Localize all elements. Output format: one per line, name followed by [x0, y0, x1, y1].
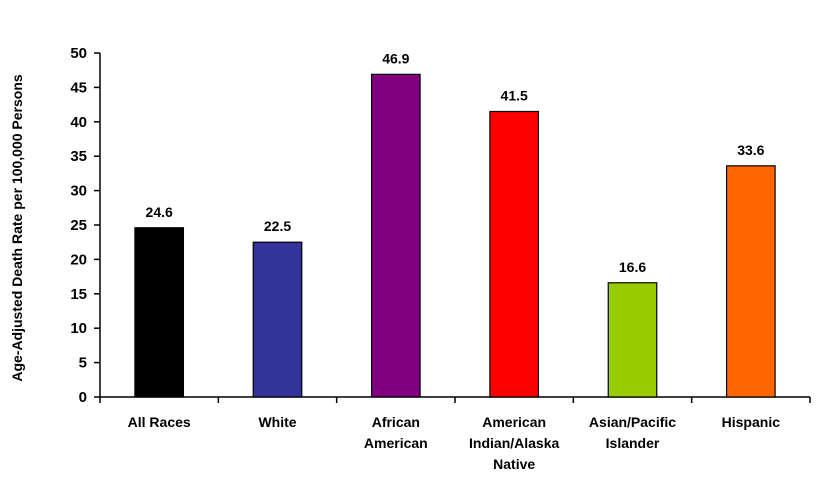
y-tick-label: 10 [70, 320, 87, 337]
category-label: American Indian/Alaska Native [469, 414, 559, 472]
y-tick-label: 20 [70, 251, 87, 268]
y-tick-label: 30 [70, 183, 87, 200]
y-tick-label: 50 [70, 45, 87, 62]
category-label: White [258, 414, 296, 430]
category-label: African American [364, 414, 428, 451]
data-label: 16.6 [619, 259, 646, 275]
y-tick-label: 25 [70, 217, 87, 234]
category-label: Asian/Pacific Islander [589, 414, 676, 451]
y-tick-label: 15 [70, 286, 87, 303]
y-tick-label: 35 [70, 148, 87, 165]
bar [134, 227, 185, 398]
y-tick-label: 45 [70, 79, 87, 96]
bar [607, 282, 658, 398]
category-label: All Races [128, 414, 191, 430]
bars [134, 73, 776, 398]
data-labels: 24.6 22.5 46.9 41.5 16.6 33.6 [146, 50, 765, 274]
data-label: 22.5 [264, 218, 291, 234]
category-label: Hispanic [722, 414, 781, 430]
data-label: 41.5 [501, 87, 528, 103]
y-tick-label: 40 [70, 114, 87, 131]
data-label: 33.6 [737, 142, 764, 158]
bar [252, 241, 303, 398]
data-label: 46.9 [382, 50, 409, 66]
category-labels: All Races White African American American Ind… [128, 414, 781, 472]
bar [489, 110, 540, 398]
data-label: 24.6 [146, 204, 173, 220]
y-axis: 0 5 10 15 20 25 30 35 40 45 50 [70, 45, 101, 406]
bar [725, 165, 776, 398]
y-tick-label: 0 [79, 389, 87, 406]
y-axis-title-group: Age-Adjusted Death Rate per 100,000 Pers… [9, 74, 25, 382]
bar [370, 73, 421, 398]
y-tick-label: 5 [79, 355, 87, 372]
x-axis [99, 396, 811, 403]
y-axis-title: Age-Adjusted Death Rate per 100,000 Pers… [9, 74, 25, 382]
